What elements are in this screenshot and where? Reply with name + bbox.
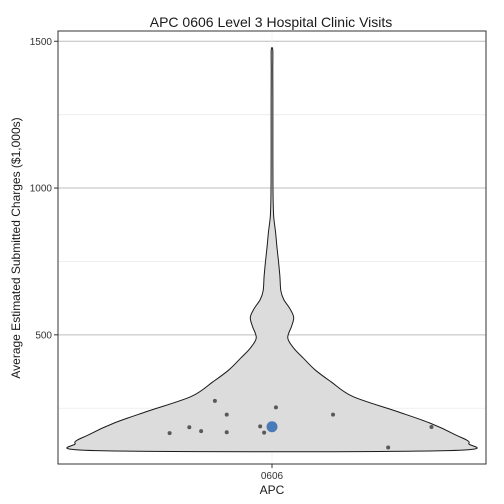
y-tick-label: 1000 xyxy=(30,184,53,195)
data-point-8 xyxy=(273,405,278,410)
y-tick-label: 1500 xyxy=(30,37,53,48)
data-point-4 xyxy=(224,412,229,417)
data-point-5 xyxy=(224,430,229,435)
data-point-7 xyxy=(262,430,267,435)
data-point-1 xyxy=(187,425,192,430)
data-point-0 xyxy=(167,431,172,436)
x-axis-label: APC xyxy=(260,483,285,497)
y-tick-label: 500 xyxy=(35,330,52,341)
chart-title: APC 0606 Level 3 Hospital Clinic Visits xyxy=(150,14,393,30)
x-tick-label: 0606 xyxy=(261,471,284,482)
mean-point xyxy=(266,421,278,433)
points-layer xyxy=(167,398,434,450)
x-axis: 0606 xyxy=(261,464,284,482)
y-axis-label: Average Estimated Submitted Charges ($1,… xyxy=(9,117,23,378)
data-point-9 xyxy=(331,412,336,417)
data-point-11 xyxy=(429,425,434,430)
data-point-10 xyxy=(386,445,391,450)
violin-shape-0606 xyxy=(66,47,478,453)
y-axis: 500 1000 1500 xyxy=(30,37,58,341)
data-point-3 xyxy=(212,398,217,403)
data-point-6 xyxy=(258,424,263,429)
data-point-2 xyxy=(199,429,204,434)
violin-layer xyxy=(66,47,478,453)
